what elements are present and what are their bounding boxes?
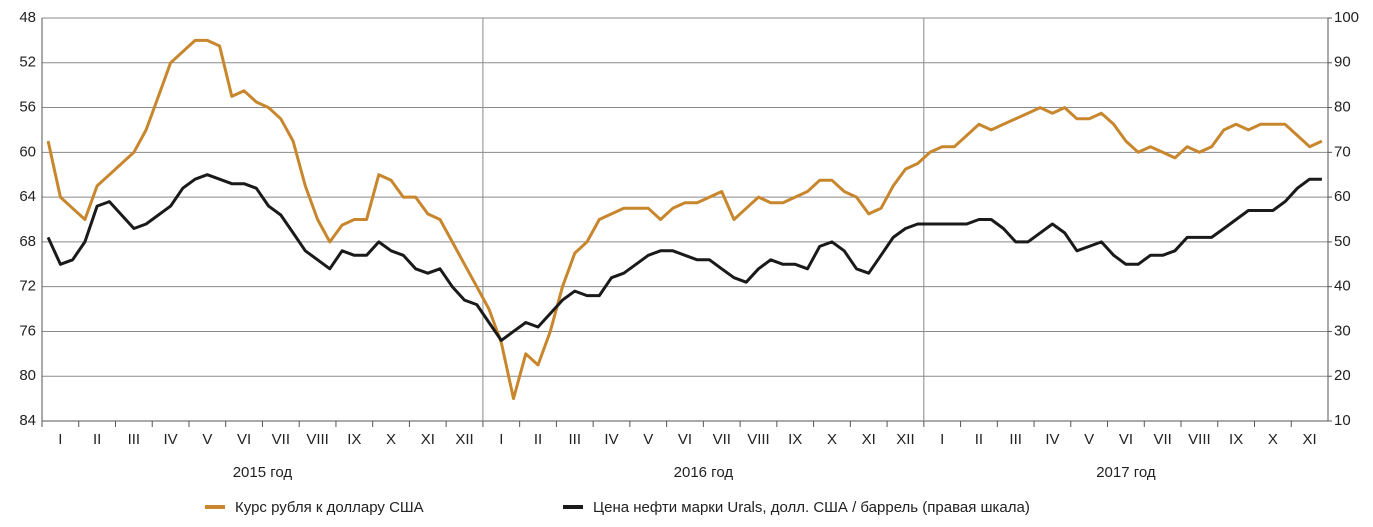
x-tick-label: V xyxy=(202,431,212,448)
x-tick-label: IV xyxy=(604,431,618,448)
x-tick-label: III xyxy=(1009,431,1022,448)
legend-label: Курс рубля к доллару США xyxy=(235,499,424,516)
x-tick-label: XII xyxy=(896,431,914,448)
y-tick-label: 76 xyxy=(19,322,36,339)
x-tick-label: III xyxy=(128,431,141,448)
year-label: 2016 год xyxy=(674,464,734,481)
x-tick-label: II xyxy=(975,431,983,448)
y-tick-label: 48 xyxy=(19,9,36,26)
x-tick-label: VII xyxy=(713,431,731,448)
x-tick-label: V xyxy=(1084,431,1094,448)
x-tick-label: I xyxy=(499,431,503,448)
y-tick-label: 56 xyxy=(19,99,36,116)
x-tick-label: IX xyxy=(788,431,802,448)
x-tick-label: XII xyxy=(455,431,473,448)
x-tick-label: VIII xyxy=(306,431,329,448)
x-tick-label: V xyxy=(643,431,653,448)
y2-tick-label: 30 xyxy=(1334,322,1351,339)
y-tick-label: 68 xyxy=(19,233,36,250)
x-tick-label: II xyxy=(93,431,101,448)
x-tick-label: IX xyxy=(347,431,361,448)
x-tick-label: X xyxy=(827,431,837,448)
y-tick-label: 60 xyxy=(19,143,36,160)
x-tick-label: II xyxy=(534,431,542,448)
y2-tick-label: 70 xyxy=(1334,143,1351,160)
x-tick-label: III xyxy=(569,431,582,448)
x-tick-label: VI xyxy=(678,431,692,448)
x-tick-label: VI xyxy=(1119,431,1133,448)
x-tick-label: VIII xyxy=(1188,431,1211,448)
x-tick-label: XI xyxy=(421,431,435,448)
y2-tick-label: 90 xyxy=(1334,54,1351,71)
x-tick-label: VII xyxy=(1153,431,1171,448)
y2-tick-label: 80 xyxy=(1334,99,1351,116)
y2-tick-label: 10 xyxy=(1334,412,1351,429)
x-tick-label: X xyxy=(1268,431,1278,448)
series-line xyxy=(46,173,1322,342)
y-tick-label: 52 xyxy=(19,54,36,71)
y2-tick-label: 40 xyxy=(1334,278,1351,295)
year-label: 2017 год xyxy=(1096,464,1156,481)
x-tick-label: X xyxy=(386,431,396,448)
x-tick-label: IV xyxy=(1045,431,1059,448)
y2-tick-label: 60 xyxy=(1334,188,1351,205)
x-tick-label: IV xyxy=(164,431,178,448)
y2-tick-label: 100 xyxy=(1334,9,1359,26)
y2-tick-label: 50 xyxy=(1334,233,1351,250)
year-label: 2015 год xyxy=(233,464,293,481)
x-tick-label: I xyxy=(940,431,944,448)
legend-label: Цена нефти марки Urals, долл. США / барр… xyxy=(593,499,1030,516)
x-tick-label: VI xyxy=(237,431,251,448)
y-tick-label: 64 xyxy=(19,188,36,205)
y-tick-label: 72 xyxy=(19,278,36,295)
x-tick-label: XI xyxy=(1303,431,1317,448)
x-tick-label: VIII xyxy=(747,431,770,448)
x-tick-label: XI xyxy=(862,431,876,448)
y-tick-label: 84 xyxy=(19,412,36,429)
series-line xyxy=(46,38,1323,401)
x-tick-label: IX xyxy=(1229,431,1243,448)
x-tick-label: I xyxy=(58,431,62,448)
y-tick-label: 80 xyxy=(19,367,36,384)
y2-tick-label: 20 xyxy=(1334,367,1351,384)
x-tick-label: VII xyxy=(272,431,290,448)
